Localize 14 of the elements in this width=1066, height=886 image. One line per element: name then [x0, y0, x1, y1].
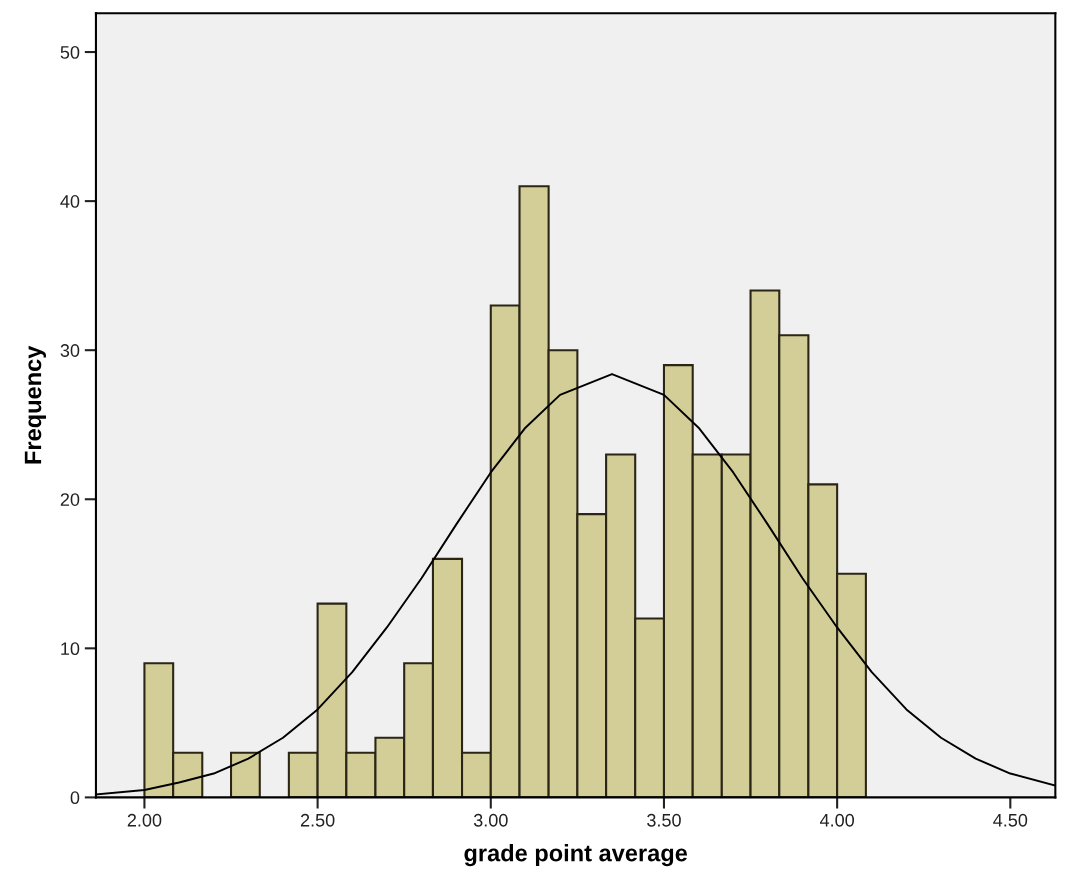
y-axis-title: Frequency	[24, 345, 46, 464]
x-axis-title: grade point average	[464, 844, 688, 867]
x-tick-label: 3.00	[473, 813, 508, 827]
y-tick-label: 40	[60, 195, 80, 208]
x-tick-label: 3.50	[647, 813, 681, 827]
y-tick-label: 20	[60, 493, 80, 506]
x-tick-label: 4.50	[993, 813, 1028, 827]
x-tick-label: 4.00	[819, 813, 854, 827]
y-tick-label: 50	[60, 45, 80, 59]
y-tick-label: 0	[70, 791, 80, 805]
x-tick-label: 2.00	[127, 813, 162, 827]
x-tick-label: 2.50	[300, 813, 335, 827]
y-tick-label: 30	[60, 344, 80, 357]
y-tick-label: 10	[61, 642, 80, 656]
